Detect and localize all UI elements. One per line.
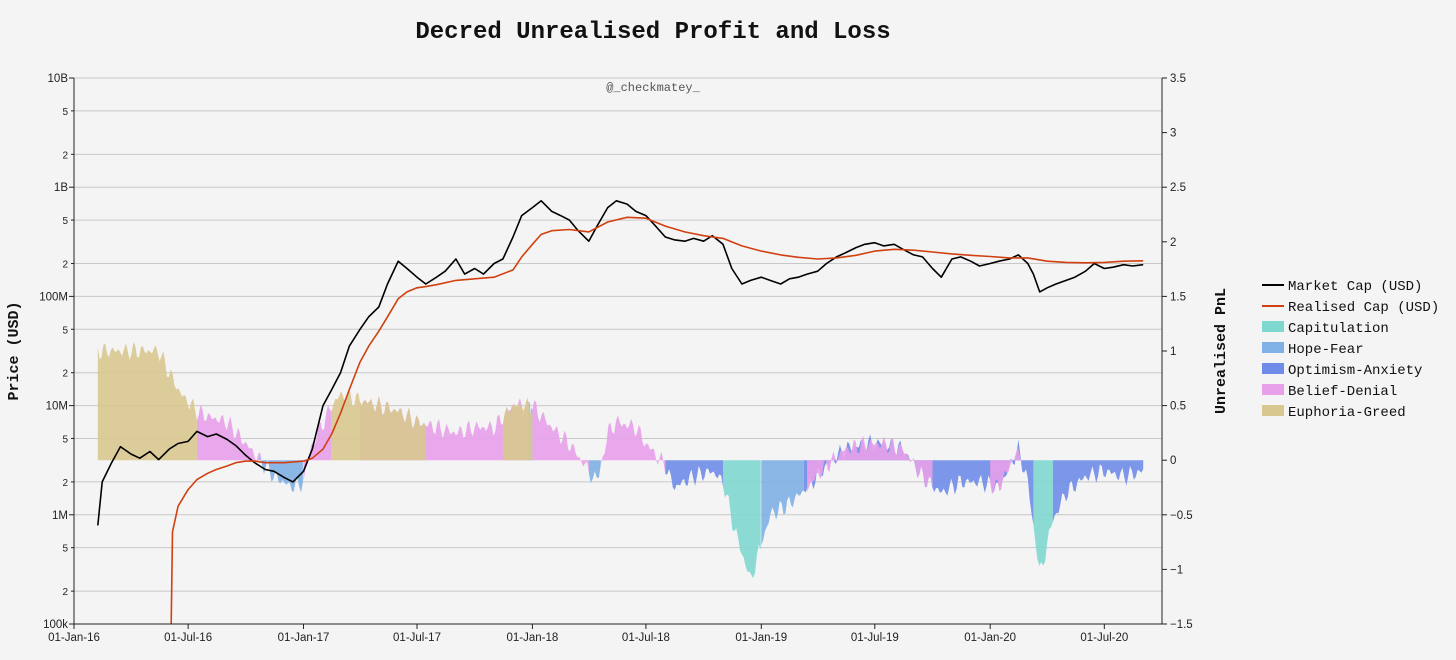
pnl-area-capitulation	[1033, 460, 1053, 566]
y2-tick-label: 3	[1170, 128, 1176, 140]
y-tick-label: 100k	[43, 619, 68, 631]
x-tick-label: 01-Jul-17	[393, 632, 441, 644]
y-tick-label: 1M	[52, 510, 68, 522]
y2-tick-label: −1.5	[1170, 619, 1193, 631]
x-tick-label: 01-Jan-18	[507, 632, 559, 644]
pnl-area-euphoria-greed	[502, 398, 533, 461]
y-minor-tick-label: 2	[62, 369, 68, 380]
y-minor-tick-label: 5	[62, 434, 68, 445]
legend-swatch	[1262, 363, 1284, 374]
legend-label: Belief-Denial	[1288, 384, 1397, 400]
y-minor-tick-label: 5	[62, 107, 68, 118]
y2-tick-label: 2.5	[1170, 182, 1186, 194]
tick-labels: 100k 1M 10M 100M 1B 10B 2 5 2 5 2 5 2 5 2 5 3.5 3 2.5 2 1.5 1…	[39, 73, 1192, 644]
x-tick-label: 01-Jan-19	[735, 632, 787, 644]
legend-label: Hope-Fear	[1288, 342, 1364, 358]
unrealised-pnl-areas	[97, 342, 1144, 579]
legend-label: Market Cap (USD)	[1288, 279, 1422, 295]
legend-label: Capitulation	[1288, 321, 1389, 337]
x-tick-label: 01-Jul-18	[622, 632, 670, 644]
series-line-realised-cap-usd	[170, 216, 1144, 625]
pnl-area-optimism-anxiety	[665, 460, 723, 491]
pnl-area-capitulation	[723, 460, 761, 579]
pnl-area-hope-fear	[761, 460, 804, 546]
legend-swatch	[1262, 321, 1284, 332]
y-tick-label: 10B	[48, 73, 69, 85]
y-minor-tick-label: 2	[62, 260, 68, 271]
chart-title: Decred Unrealised Profit and Loss	[415, 19, 890, 46]
legend-swatch	[1262, 342, 1284, 353]
y2-tick-label: 1	[1170, 346, 1176, 358]
y2-tick-label: 2	[1170, 237, 1176, 249]
legend-label: Realised Cap (USD)	[1288, 300, 1439, 316]
pnl-area-belief-denial	[990, 446, 1022, 495]
grid	[74, 77, 1162, 625]
legend-label: Optimism-Anxiety	[1288, 363, 1422, 379]
y-minor-tick-label: 2	[62, 478, 68, 489]
series-lines	[97, 200, 1144, 625]
pnl-area-euphoria-greed	[97, 342, 197, 461]
pnl-area-belief-denial	[532, 400, 589, 473]
y-minor-tick-label: 5	[62, 325, 68, 336]
legend-label: Euphoria-Greed	[1288, 405, 1406, 421]
pnl-area-belief-denial	[303, 404, 332, 482]
y2-axis-label: Unrealised PnL	[1213, 288, 1230, 414]
y2-tick-label: 3.5	[1170, 73, 1186, 85]
y2-tick-label: −1	[1170, 564, 1183, 576]
x-tick-label: 01-Jan-17	[278, 632, 330, 644]
y-tick-label: 100M	[39, 291, 68, 303]
pnl-area-optimism-anxiety	[1052, 460, 1144, 522]
y-tick-label: 1B	[54, 182, 68, 194]
y-minor-tick-label: 2	[62, 150, 68, 161]
pnl-area-belief-denial	[807, 435, 933, 492]
pnl-area-belief-denial	[600, 415, 666, 475]
legend-swatch	[1262, 405, 1284, 416]
pnl-area-hope-fear	[588, 460, 601, 484]
pnl-area-belief-denial	[196, 404, 261, 461]
y2-tick-label: 0.5	[1170, 401, 1186, 413]
watermark: @_checkmatey_	[606, 81, 700, 95]
y-minor-tick-label: 2	[62, 587, 68, 598]
y-minor-tick-label: 5	[62, 544, 68, 555]
pnl-area-euphoria-greed	[331, 388, 426, 461]
x-tick-label: 01-Jul-16	[164, 632, 212, 644]
x-tick-label: 01-Jul-19	[851, 632, 899, 644]
y-minor-tick-label: 5	[62, 216, 68, 227]
legend: Market Cap (USD) Realised Cap (USD) Capitu…	[1262, 279, 1439, 421]
x-tick-label: 01-Jul-20	[1080, 632, 1128, 644]
y-axis-label: Price (USD)	[6, 301, 23, 400]
axes	[73, 78, 1163, 625]
x-tick-label: 01-Jan-20	[964, 632, 1016, 644]
pnl-area-hope-fear	[260, 452, 303, 493]
y2-tick-label: 1.5	[1170, 291, 1186, 303]
x-tick-label: 01-Jan-16	[48, 632, 100, 644]
series-line-market-cap-usd	[97, 200, 1144, 526]
y2-tick-label: −0.5	[1170, 510, 1193, 522]
y2-tick-label: 0	[1170, 455, 1176, 467]
legend-swatch	[1262, 384, 1284, 395]
y-tick-label: 10M	[46, 401, 68, 413]
